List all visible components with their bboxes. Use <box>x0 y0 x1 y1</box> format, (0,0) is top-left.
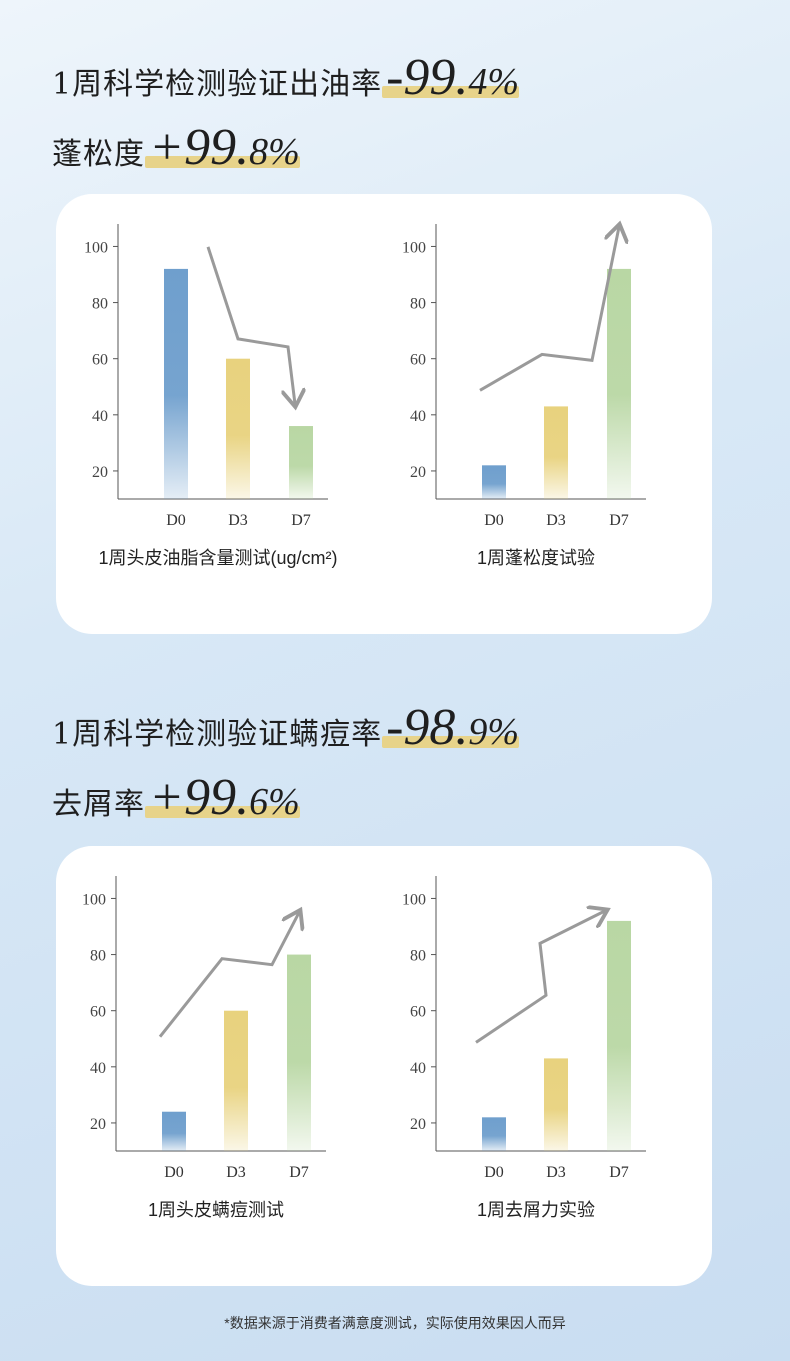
trend-arrow <box>475 911 605 1044</box>
headline-label: 1周科学检测验证螨痘率 <box>52 717 383 752</box>
bar-d0 <box>162 1111 186 1151</box>
y-tick-label: 80 <box>410 296 426 313</box>
stat-value: -98.9% <box>382 702 520 754</box>
headline-fluffiness: 蓬松度 +99.8% <box>52 122 300 174</box>
highlight-underline <box>145 806 300 818</box>
bar-d0 <box>482 465 506 499</box>
bar-d7 <box>289 426 313 499</box>
chart-title: 1周蓬松度试验 <box>477 548 595 568</box>
chart-2: 20 40 60 80 100 D0 D3 D7 1周蓬松度试验 <box>402 224 646 568</box>
y-tick-label: 60 <box>92 352 108 369</box>
x-tick-label: D0 <box>484 512 504 529</box>
headline-label: 1周科学检测验证出油率 <box>52 67 383 102</box>
y-tick-label: 60 <box>410 352 426 369</box>
y-tick-label: 40 <box>410 408 426 425</box>
chart-svg-1: 20 40 60 80 100 D0 D3 D7 1周头皮油脂含量测试(ug/cm²) 20 40 6… <box>84 194 646 568</box>
chart-card-oil-fluffiness: 20 40 60 80 100 D0 D3 D7 1周头皮油脂含量测试(ug/cm²) 20 40 6… <box>56 194 712 634</box>
stat-value: +99.8% <box>145 122 300 174</box>
highlight-underline <box>145 156 300 168</box>
x-tick-label: D7 <box>289 1164 309 1181</box>
x-tick-label: D0 <box>164 1164 184 1181</box>
y-tick-label: 40 <box>90 1060 106 1077</box>
bar-d0 <box>164 268 188 499</box>
headline-oil-rate: 1周科学检测验证出油率 -99.4% <box>52 52 520 104</box>
y-tick-label: 100 <box>402 891 426 908</box>
y-tick-label: 20 <box>410 1116 426 1133</box>
headline-label: 蓬松度 <box>52 137 145 172</box>
y-tick-label: 40 <box>92 408 108 425</box>
x-tick-label: D3 <box>546 1164 566 1181</box>
bar-d7 <box>607 268 631 499</box>
chart-card-mite-dandruff: 20 40 60 80 100 D0 D3 D7 1周头皮螨痘测试 20 40 60 80 100 D0 D3… <box>56 846 712 1286</box>
headline-dandruff-rate: 去屑率 +99.6% <box>52 772 300 824</box>
bar-d7 <box>607 920 631 1151</box>
stat-value: -99.4% <box>382 52 520 104</box>
x-tick-label: D7 <box>609 512 629 529</box>
stat-value: +99.6% <box>145 772 300 824</box>
chart-1: 20 40 60 80 100 D0 D3 D7 1周头皮油脂含量测试(ug/cm²) <box>84 224 338 568</box>
x-tick-label: D7 <box>609 1164 629 1181</box>
bar-d7 <box>287 954 311 1151</box>
bar-d3 <box>544 1058 568 1151</box>
chart-svg-2: 20 40 60 80 100 D0 D3 D7 1周头皮螨痘测试 20 40 60 80 100 D0 D3… <box>82 876 646 1220</box>
chart-2: 20 40 60 80 100 D0 D3 D7 1周头皮螨痘测试 <box>82 876 326 1220</box>
x-tick-label: D3 <box>546 512 566 529</box>
footnote: *数据来源于消费者满意度测试，实际使用效果因人而异 <box>224 1315 566 1331</box>
bar-d0 <box>482 1117 506 1151</box>
x-tick-label: D3 <box>228 512 248 529</box>
y-tick-label: 40 <box>410 1060 426 1077</box>
bar-d3 <box>224 1010 248 1151</box>
trend-arrow <box>206 246 295 404</box>
bar-d3 <box>226 358 250 499</box>
headline-label: 去屑率 <box>52 787 145 822</box>
y-tick-label: 100 <box>82 891 106 908</box>
headline-mite-acne-rate: 1周科学检测验证螨痘率 -98.9% <box>52 702 520 754</box>
y-tick-label: 80 <box>92 296 108 313</box>
y-tick-label: 20 <box>90 1116 106 1133</box>
y-tick-label: 60 <box>90 1004 106 1021</box>
chart-title: 1周去屑力实验 <box>477 1200 595 1220</box>
chart-title: 1周头皮油脂含量测试(ug/cm²) <box>98 548 337 568</box>
bar-d3 <box>544 406 568 499</box>
x-tick-label: D0 <box>484 1164 504 1181</box>
trend-arrow <box>158 913 299 1038</box>
y-tick-label: 80 <box>90 948 106 965</box>
highlight-underline <box>382 86 520 98</box>
y-tick-label: 100 <box>402 239 426 256</box>
y-tick-label: 80 <box>410 948 426 965</box>
y-tick-label: 20 <box>92 464 108 481</box>
highlight-underline <box>382 736 520 748</box>
chart-4: 20 40 60 80 100 D0 D3 D7 1周去屑力实验 <box>402 876 646 1220</box>
x-tick-label: D0 <box>166 512 186 529</box>
y-tick-label: 20 <box>410 464 426 481</box>
chart-title: 1周头皮螨痘测试 <box>148 1200 284 1220</box>
x-tick-label: D7 <box>291 512 311 529</box>
y-tick-label: 100 <box>84 239 108 256</box>
trend-arrow <box>479 227 619 392</box>
x-tick-label: D3 <box>226 1164 246 1181</box>
y-tick-label: 60 <box>410 1004 426 1021</box>
